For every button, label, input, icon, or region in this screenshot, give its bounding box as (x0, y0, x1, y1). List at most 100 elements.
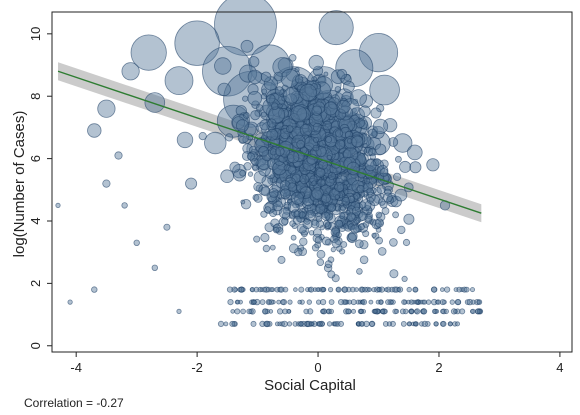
data-point (311, 105, 322, 116)
data-point (354, 239, 364, 249)
data-point (250, 110, 261, 121)
data-point (254, 138, 270, 153)
data-point (317, 178, 326, 187)
data-point (258, 146, 270, 157)
data-point (267, 195, 278, 205)
data-point (276, 308, 284, 315)
data-point (345, 308, 352, 315)
data-point (121, 62, 140, 81)
data-point (351, 206, 361, 216)
data-point (382, 192, 393, 203)
data-point (406, 144, 423, 161)
data-point (310, 219, 320, 229)
data-point (340, 74, 352, 86)
data-point (229, 161, 241, 173)
data-point (439, 299, 446, 306)
data-point (426, 158, 440, 172)
data-point (367, 287, 373, 292)
data-point (376, 184, 386, 194)
data-point (268, 309, 274, 314)
data-point (367, 128, 378, 139)
data-point (290, 191, 304, 205)
data-point (433, 321, 439, 327)
data-point (369, 74, 400, 106)
data-point (453, 309, 458, 314)
data-point (299, 123, 313, 137)
x-tick-label: 0 (314, 360, 321, 375)
data-point (259, 299, 266, 306)
data-point (359, 105, 371, 117)
data-point (299, 174, 310, 185)
data-point (247, 69, 263, 85)
data-point (55, 202, 61, 208)
data-point (326, 321, 333, 327)
data-point (389, 269, 399, 279)
data-point (362, 143, 368, 148)
data-point (144, 92, 166, 113)
data-point (369, 153, 376, 160)
y-tick-label: 4 (28, 217, 43, 224)
data-point (133, 239, 140, 246)
data-point (394, 188, 408, 202)
data-point (354, 287, 359, 293)
data-point (375, 236, 384, 245)
data-point (375, 211, 383, 219)
data-point (379, 167, 389, 177)
data-point (360, 298, 367, 306)
data-point (358, 32, 399, 73)
data-point (336, 68, 348, 80)
data-point (185, 177, 198, 190)
data-point (283, 87, 300, 104)
data-point (388, 137, 399, 147)
data-point (250, 320, 257, 327)
data-point (341, 286, 348, 293)
data-point (290, 105, 308, 123)
data-point (296, 139, 306, 149)
data-point (366, 196, 374, 204)
data-point (276, 299, 282, 305)
data-point (204, 131, 227, 155)
data-point (334, 219, 344, 229)
data-point (67, 299, 73, 305)
data-point (396, 287, 402, 292)
data-point (240, 199, 246, 205)
data-point (258, 163, 271, 177)
data-point (240, 308, 246, 315)
data-point (383, 118, 398, 133)
data-point (249, 286, 256, 293)
data-point (247, 91, 263, 106)
data-point (230, 309, 236, 314)
data-point (264, 206, 272, 214)
x-tick-label: -4 (70, 360, 82, 375)
data-point (454, 298, 461, 306)
data-point (281, 320, 288, 328)
data-point (335, 286, 342, 293)
data-point (376, 287, 382, 293)
y-tick-label: 6 (28, 155, 43, 162)
data-point (323, 101, 338, 116)
data-point (274, 86, 284, 96)
data-point (447, 321, 453, 327)
data-point (275, 146, 285, 157)
y-tick-label: 8 (28, 93, 43, 100)
data-point (392, 172, 402, 181)
data-point (287, 299, 293, 305)
data-point (260, 232, 270, 243)
data-point (327, 270, 336, 279)
data-point (412, 321, 419, 327)
data-point (315, 203, 326, 214)
data-point (327, 286, 334, 293)
data-point (336, 99, 351, 114)
data-point (242, 112, 250, 119)
data-point (421, 320, 428, 327)
data-point (434, 299, 440, 305)
data-point (365, 176, 378, 189)
data-point (334, 181, 345, 192)
data-point (277, 321, 283, 327)
data-point (303, 308, 310, 315)
data-point (262, 244, 271, 253)
data-point (368, 299, 374, 305)
x-tick-label: 4 (556, 360, 563, 375)
data-point (260, 111, 267, 118)
